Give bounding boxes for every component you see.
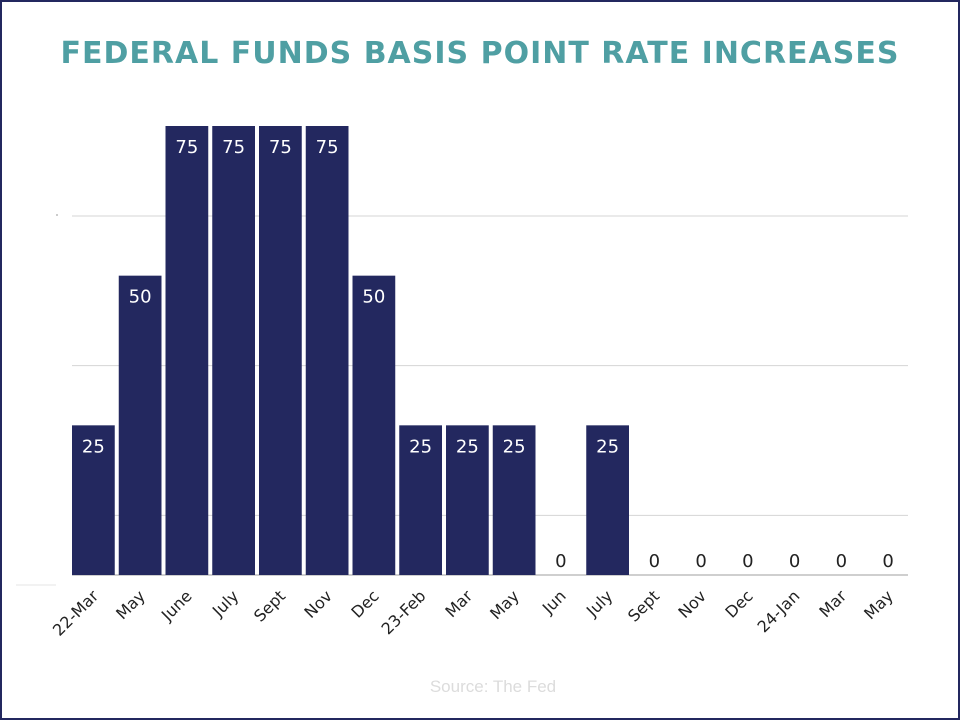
bar-3 xyxy=(165,126,209,575)
x-tick-label-14: Nov xyxy=(674,586,710,622)
bar-5 xyxy=(259,126,302,575)
x-tick-label-13: Sept xyxy=(624,586,663,625)
data-label-4: 75 xyxy=(222,137,245,158)
bar-4 xyxy=(212,126,255,575)
x-tick-label-3: June xyxy=(157,586,196,625)
data-label-12: 25 xyxy=(596,436,619,457)
data-label-15: 0 xyxy=(742,551,753,572)
data-label-10: 25 xyxy=(503,436,526,457)
data-label-3: 75 xyxy=(175,137,198,158)
x-tick-label-11: Jun xyxy=(538,586,570,618)
data-label-5: 75 xyxy=(269,137,292,158)
data-label-11: 0 xyxy=(555,551,566,572)
x-tick-label-18: May xyxy=(860,586,897,623)
source-note: Source: The Fed xyxy=(429,677,557,696)
bar-6 xyxy=(305,126,349,575)
data-label-2: 50 xyxy=(129,287,152,308)
bar-2 xyxy=(118,275,162,575)
bar-9 xyxy=(446,425,489,575)
data-label-13: 0 xyxy=(649,551,660,572)
x-tick-label-2: May xyxy=(112,586,149,623)
bar-12 xyxy=(586,425,629,575)
data-labels: 25 50 75 75 75 75 50 25 25 25 0 25 0 0 0 0 0 0 xyxy=(82,137,894,572)
data-label-18: 0 xyxy=(882,551,893,572)
data-label-6: 75 xyxy=(316,137,339,158)
data-label-1: 25 xyxy=(82,436,105,457)
x-tick-label-1: 22-Mar xyxy=(49,586,103,640)
bar-7 xyxy=(352,275,396,575)
gridlines xyxy=(16,214,908,586)
x-tick-label-12: July xyxy=(582,586,616,620)
bars xyxy=(72,126,629,575)
data-label-17: 0 xyxy=(836,551,847,572)
data-label-16: 0 xyxy=(789,551,800,572)
data-label-7: 50 xyxy=(362,287,385,308)
x-tick-label-6: Nov xyxy=(300,586,336,622)
x-tick-label-5: Sept xyxy=(250,586,289,625)
x-tick-label-8: 23-Feb xyxy=(378,586,430,638)
x-tick-label-16: 24-Jan xyxy=(753,586,803,636)
x-tick-label-10: May xyxy=(486,586,523,623)
x-tick-label-4: July xyxy=(208,586,242,620)
data-label-8: 25 xyxy=(409,436,432,457)
data-label-14: 0 xyxy=(695,551,706,572)
x-tick-label-7: Dec xyxy=(347,586,382,621)
bar-8 xyxy=(399,425,442,575)
data-label-9: 25 xyxy=(456,436,479,457)
bar-1 xyxy=(72,425,115,575)
x-tick-label-9: Mar xyxy=(441,586,476,621)
chart-title: FEDERAL FUNDS BASIS POINT RATE INCREASES xyxy=(60,36,900,71)
x-tick-label-15: Dec xyxy=(721,586,756,621)
x-tick-label-17: Mar xyxy=(815,586,850,621)
bar-10 xyxy=(492,425,536,575)
